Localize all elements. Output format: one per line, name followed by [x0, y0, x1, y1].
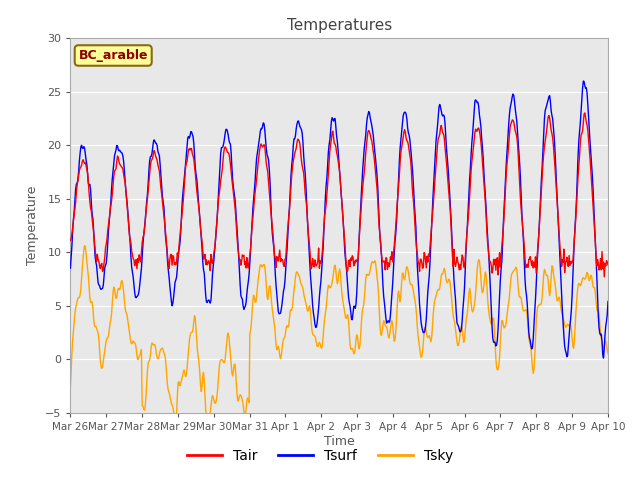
Tsky	[188, 329, 195, 335]
Tsurf	[76, 150, 84, 156]
Tair	[581, 110, 589, 116]
Tair	[76, 165, 84, 171]
Tsurf	[420, 330, 428, 336]
Tsurf	[579, 78, 587, 84]
Legend: Tair, Tsurf, Tsky: Tair, Tsurf, Tsky	[182, 443, 458, 468]
Line: Tsky: Tsky	[70, 246, 608, 427]
Tsky	[81, 243, 88, 249]
Line: Tair: Tair	[70, 113, 608, 277]
Tsky	[132, 346, 140, 352]
Line: Tsurf: Tsurf	[70, 81, 608, 358]
Tsurf	[214, 192, 222, 197]
Tair	[420, 250, 428, 255]
Tair	[214, 197, 222, 203]
Tsky	[422, 325, 429, 331]
Tsky	[604, 350, 612, 356]
Tair	[600, 274, 608, 280]
Tair	[404, 142, 412, 148]
Tair	[132, 259, 140, 264]
Tsky	[76, 292, 84, 298]
Tsurf	[604, 299, 612, 304]
Title: Temperatures: Temperatures	[287, 18, 392, 33]
Tsky	[406, 279, 413, 285]
Tsurf	[67, 265, 74, 271]
Tsurf	[132, 294, 140, 300]
Tair	[67, 238, 74, 243]
Tsky	[67, 384, 74, 390]
Tsurf	[600, 355, 607, 361]
X-axis label: Time: Time	[324, 434, 355, 448]
Tsurf	[186, 133, 194, 139]
Tsurf	[404, 130, 412, 136]
Y-axis label: Temperature: Temperature	[26, 186, 40, 265]
Tsky	[172, 424, 179, 430]
Tair	[186, 147, 194, 153]
Tsky	[216, 360, 224, 365]
Tair	[604, 262, 612, 268]
Text: BC_arable: BC_arable	[79, 49, 148, 62]
